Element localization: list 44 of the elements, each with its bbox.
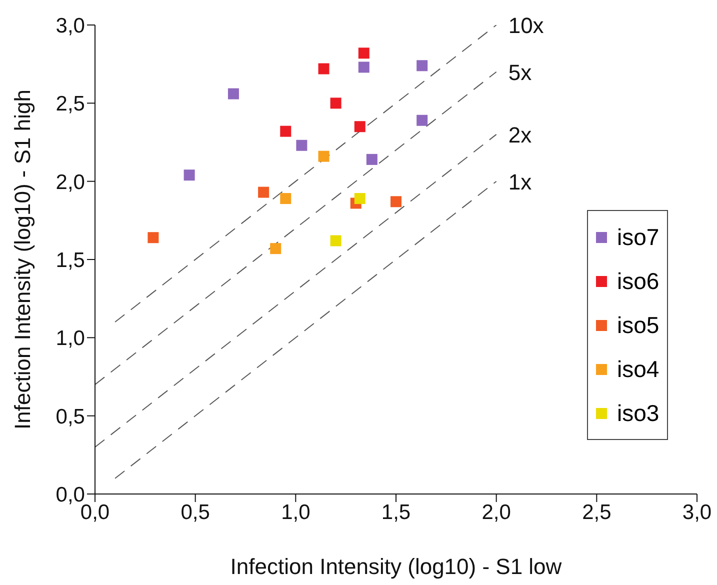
- point: [318, 63, 330, 74]
- x-tick-label: 2,5: [582, 500, 612, 524]
- legend-label: iso3: [617, 400, 660, 426]
- legend-label: iso5: [617, 312, 660, 338]
- x-tick-label: 2,0: [482, 500, 511, 524]
- y-tick-label: 2,5: [56, 92, 85, 116]
- y-tick-label: 1,0: [56, 327, 85, 350]
- point: [280, 126, 292, 137]
- point: [184, 170, 195, 181]
- y-tick-label: 2,0: [56, 170, 85, 194]
- x-axis-title: Infection Intensity (log10) - S1 low: [230, 554, 562, 579]
- point: [258, 186, 270, 198]
- point: [330, 235, 342, 246]
- x-tick-label: 0,5: [180, 500, 210, 524]
- x-tick-label: 0,0: [80, 500, 110, 524]
- point: [390, 196, 402, 208]
- y-tick-label: 0,5: [56, 405, 85, 428]
- x-tick-label: 3,0: [682, 500, 712, 524]
- y-tick-label: 3,0: [56, 14, 85, 38]
- point: [416, 60, 428, 72]
- legend-label: iso6: [617, 268, 660, 294]
- point: [148, 232, 159, 244]
- x-tick-label: 1,0: [281, 500, 310, 524]
- legend-label: iso4: [617, 356, 660, 382]
- point: [296, 140, 308, 151]
- point: [318, 150, 330, 162]
- point: [330, 98, 342, 109]
- series-label: 2x: [508, 122, 532, 148]
- series-label: 10x: [508, 13, 544, 38]
- series-label: 1x: [508, 169, 532, 194]
- point: [358, 62, 370, 73]
- series-label: 5x: [508, 60, 532, 85]
- y-axis-title: Infection Intensity (log10) - S1 high: [10, 90, 35, 430]
- point: [270, 243, 282, 254]
- point: [280, 193, 292, 204]
- point: [366, 154, 378, 165]
- y-tick-label: 1,5: [56, 248, 85, 272]
- legend-label: iso7: [617, 224, 660, 250]
- point: [354, 193, 366, 204]
- point: [228, 88, 239, 100]
- point: [358, 48, 370, 59]
- point: [354, 121, 366, 132]
- x-tick-label: 1,5: [381, 500, 411, 524]
- point: [416, 114, 428, 126]
